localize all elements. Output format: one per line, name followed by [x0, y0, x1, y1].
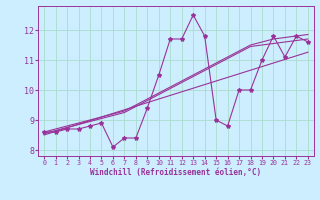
X-axis label: Windchill (Refroidissement éolien,°C): Windchill (Refroidissement éolien,°C)	[91, 168, 261, 177]
